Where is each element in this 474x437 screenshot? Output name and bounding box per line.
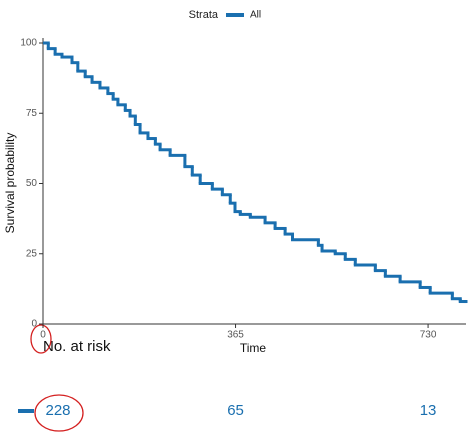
legend-title: Strata: [189, 9, 219, 21]
y-tick-label: 50: [26, 178, 38, 189]
legend-label: All: [250, 10, 261, 21]
x-tick-label: 365: [227, 330, 244, 341]
risk-table-title: No. at risk: [43, 338, 111, 355]
risk-count: 228: [45, 402, 70, 419]
y-axis-title: Survival probability: [3, 133, 17, 234]
y-tick-label: 100: [20, 38, 37, 49]
annotation-circle: [30, 324, 52, 354]
risk-count: 65: [227, 402, 244, 419]
y-tick-label: 75: [26, 108, 38, 119]
risk-count: 13: [420, 402, 437, 419]
x-tick-label: 0: [40, 330, 46, 341]
annotation-circle: [34, 394, 84, 432]
y-tick-label: 25: [26, 248, 38, 259]
x-axis-title: Time: [240, 341, 267, 355]
x-tick-label: 730: [420, 330, 437, 341]
y-tick-label: 0: [31, 319, 37, 330]
